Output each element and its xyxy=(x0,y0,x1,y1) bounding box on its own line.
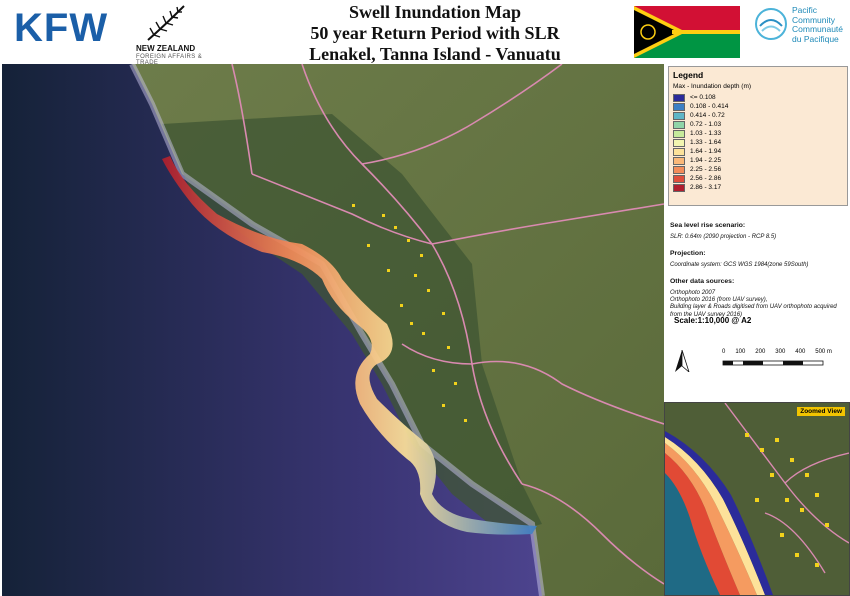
legend-label: 1.64 - 1.94 xyxy=(690,148,722,155)
vanuatu-flag xyxy=(634,6,740,58)
legend-item: 0.108 - 0.414 xyxy=(673,102,728,111)
legend-swatch xyxy=(673,165,685,174)
map-canvas xyxy=(2,64,664,596)
legend-swatch xyxy=(673,174,685,183)
legend-item: 1.64 - 1.94 xyxy=(673,147,728,156)
scale-bar: 0 100 200 300 400 500 m xyxy=(722,349,832,371)
legend-label: 2.86 - 3.17 xyxy=(690,184,722,191)
legend-swatch xyxy=(673,129,685,138)
legend-label: 1.03 - 1.33 xyxy=(690,130,722,137)
projection-text: Coordinate system: GCS WGS 1984(zone 59S… xyxy=(670,262,809,268)
surf-line xyxy=(129,64,545,596)
legend-item: <= 0.108 xyxy=(673,93,728,102)
study-area xyxy=(162,114,542,534)
slr-heading: Sea level rise scenario: xyxy=(670,222,746,229)
legend-label: 0.108 - 0.414 xyxy=(690,103,729,110)
title-line-3: Lenakel, Tanna Island - Vanuatu xyxy=(309,44,561,64)
legend-list: <= 0.108 0.108 - 0.414 0.414 - 0.72 0.72 - … xyxy=(673,93,728,192)
projection-heading: Projection: xyxy=(670,250,706,257)
legend-swatch xyxy=(673,156,685,165)
legend: Legend Max - Inundation depth (m) <= 0.1… xyxy=(668,66,848,206)
sources-line-2: Orthophoto 2016 (from UAV survey), xyxy=(670,297,768,303)
legend-label: 0.414 - 0.72 xyxy=(690,112,725,119)
legend-panel: Legend Max - Inundation depth (m) <= 0.1… xyxy=(664,64,850,596)
nz-name: NEW ZEALAND xyxy=(136,44,196,53)
legend-label: 0.72 - 1.03 xyxy=(690,121,722,128)
legend-swatch xyxy=(673,111,685,120)
north-arrow-icon xyxy=(675,350,690,372)
fern-icon xyxy=(147,5,185,41)
pacific-community-emblem-icon xyxy=(755,8,787,40)
nz-subtitle: FOREIGN AFFAIRS & TRADE xyxy=(136,54,203,66)
legend-item: 2.56 - 2.86 xyxy=(673,174,728,183)
zoomed-view-canvas xyxy=(665,403,849,595)
legend-swatch xyxy=(673,120,685,129)
legend-item: 0.72 - 1.03 xyxy=(673,120,728,129)
legend-item: 2.25 - 2.56 xyxy=(673,165,728,174)
legend-label: 1.33 - 1.64 xyxy=(690,139,722,146)
buildings-layer xyxy=(352,204,467,422)
legend-item: 1.03 - 1.33 xyxy=(673,129,728,138)
title-line-1: Swell Inundation Map xyxy=(348,2,522,22)
legend-swatch xyxy=(673,147,685,156)
pacific-community-text: Pacific Community Communauté du Pacifiqu… xyxy=(792,5,844,44)
kfw-logo: KFW xyxy=(14,6,109,50)
inundation-map[interactable] xyxy=(2,64,664,596)
road-network xyxy=(231,64,664,585)
scale-text: Scale:1:10,000 @ A2 xyxy=(674,316,752,325)
legend-swatch xyxy=(673,102,685,111)
sources-heading: Other data sources: xyxy=(670,278,735,285)
legend-item: 1.33 - 1.64 xyxy=(673,138,728,147)
slr-text: SLR: 0.64m (2090 projection - RCP 8.5) xyxy=(670,234,777,240)
zoomed-view-label: Zoomed View xyxy=(797,407,845,416)
legend-label: 1.94 - 2.25 xyxy=(690,157,722,164)
legend-swatch xyxy=(673,138,685,147)
legend-label: <= 0.108 xyxy=(690,94,716,101)
scale-bar-labels: 0 100 200 300 400 500 m xyxy=(722,349,832,355)
legend-subtitle: Max - Inundation depth (m) xyxy=(673,83,752,90)
legend-title: Legend xyxy=(673,70,704,80)
legend-label: 2.25 - 2.56 xyxy=(690,166,722,173)
pacific-community-logo: Pacific Community Communauté du Pacifiqu… xyxy=(754,4,850,60)
legend-label: 2.56 - 2.86 xyxy=(690,175,722,182)
scale-bar-graphic xyxy=(722,360,824,366)
legend-item: 2.86 - 3.17 xyxy=(673,183,728,192)
map-header: KFW NEW ZEALAND FOREIGN AFFAIRS & TRADE … xyxy=(0,0,850,66)
page-title: Swell Inundation Map 50 year Return Peri… xyxy=(270,2,600,65)
new-zealand-logo: NEW ZEALAND FOREIGN AFFAIRS & TRADE xyxy=(136,4,226,66)
legend-swatch xyxy=(673,183,685,192)
legend-swatch xyxy=(673,93,685,102)
sources-line-1: Orthophoto 2007 xyxy=(670,290,716,296)
title-line-2: 50 year Return Period with SLR xyxy=(310,23,560,43)
sources-line-3: Building layer & Roads digitised from UA… xyxy=(670,304,837,318)
zoomed-view-inset[interactable]: Zoomed View xyxy=(664,402,850,596)
legend-item: 0.414 - 0.72 xyxy=(673,111,728,120)
legend-item: 1.94 - 2.25 xyxy=(673,156,728,165)
